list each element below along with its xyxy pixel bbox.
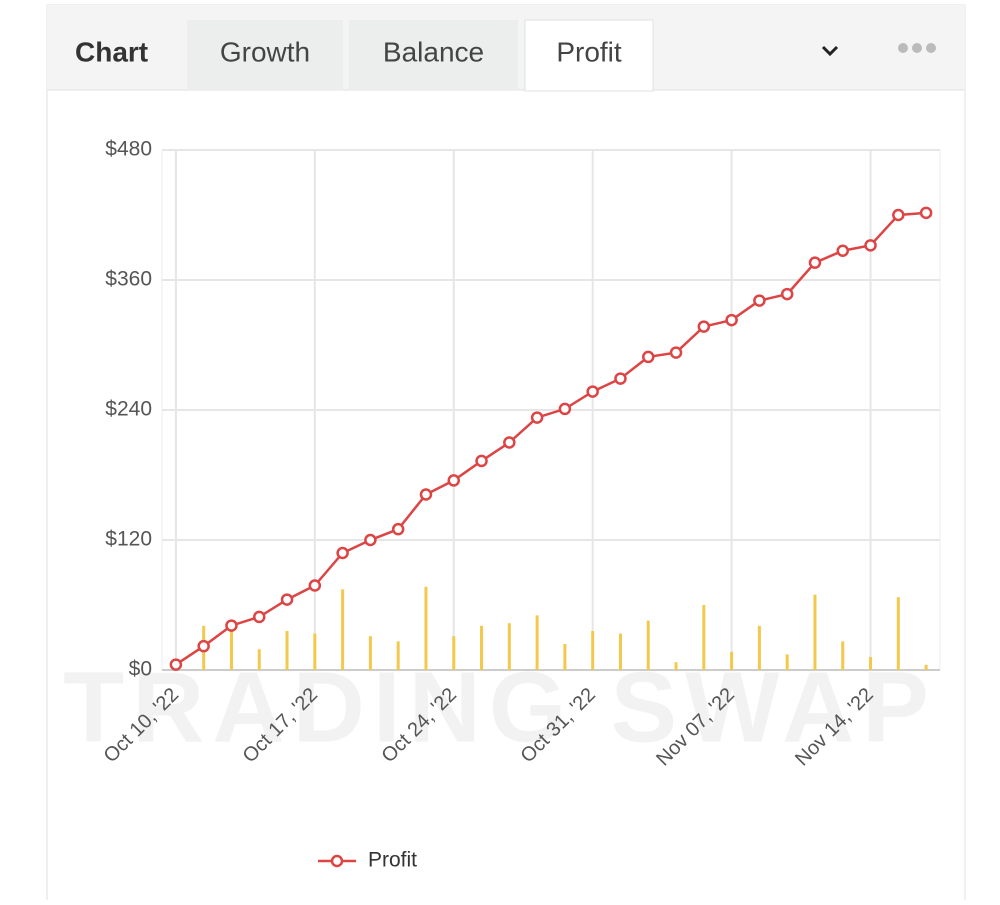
y-tick-label: $240 bbox=[105, 398, 152, 421]
point bbox=[225, 619, 238, 632]
bar bbox=[480, 625, 484, 670]
point bbox=[253, 610, 266, 624]
bar bbox=[257, 649, 261, 670]
bar bbox=[507, 623, 511, 670]
point bbox=[419, 488, 433, 501]
point bbox=[586, 385, 599, 398]
tab-heading: Chart bbox=[75, 36, 148, 67]
panel bbox=[46, 4, 966, 905]
bar bbox=[618, 633, 622, 670]
tab-label[interactable]: Balance bbox=[383, 36, 484, 67]
bar bbox=[424, 586, 428, 670]
bar bbox=[702, 605, 706, 670]
point bbox=[642, 350, 655, 364]
point bbox=[892, 208, 905, 222]
y-tick-label: $120 bbox=[105, 528, 152, 551]
point bbox=[614, 372, 627, 385]
line bbox=[175, 211, 927, 666]
point bbox=[197, 639, 210, 653]
point bbox=[475, 454, 488, 468]
point bbox=[364, 533, 377, 547]
tab-label[interactable]: Profit bbox=[556, 36, 622, 67]
point bbox=[669, 346, 683, 359]
point bbox=[919, 206, 933, 220]
point bbox=[780, 287, 794, 301]
bar bbox=[869, 657, 873, 670]
y-tick-label: $480 bbox=[105, 138, 152, 161]
bar bbox=[341, 589, 345, 670]
y-tick-label: $360 bbox=[105, 268, 152, 291]
bar bbox=[785, 654, 789, 670]
bar bbox=[896, 597, 900, 670]
bar bbox=[368, 636, 372, 670]
bar bbox=[535, 615, 539, 670]
tab[interactable] bbox=[524, 19, 654, 92]
more-icon[interactable] bbox=[898, 43, 936, 53]
tab[interactable] bbox=[349, 20, 518, 90]
bar bbox=[730, 651, 734, 670]
point bbox=[169, 658, 183, 671]
point bbox=[308, 579, 322, 592]
dropdown-icon[interactable] bbox=[821, 45, 839, 57]
bar bbox=[313, 633, 317, 670]
legend-label: Profit bbox=[368, 849, 417, 872]
point bbox=[447, 474, 460, 487]
point bbox=[753, 294, 766, 307]
bar bbox=[285, 631, 289, 670]
point bbox=[808, 256, 822, 269]
bar bbox=[924, 664, 928, 670]
point bbox=[280, 593, 294, 606]
tab-label[interactable]: Growth bbox=[220, 36, 310, 67]
bar bbox=[591, 631, 595, 670]
point bbox=[697, 320, 711, 333]
bar bbox=[674, 662, 678, 670]
point bbox=[864, 239, 877, 252]
point bbox=[558, 402, 572, 416]
bar bbox=[396, 641, 400, 670]
point bbox=[391, 522, 405, 536]
bar bbox=[452, 636, 456, 670]
tab[interactable] bbox=[187, 20, 343, 90]
point bbox=[336, 546, 349, 560]
point bbox=[503, 436, 516, 449]
bar bbox=[229, 631, 233, 670]
bar bbox=[757, 625, 761, 670]
point bbox=[530, 411, 544, 424]
bar bbox=[646, 620, 650, 670]
point bbox=[725, 313, 738, 327]
point bbox=[836, 244, 849, 257]
bar bbox=[841, 641, 845, 670]
y-tick-label: $0 bbox=[129, 658, 152, 681]
bar bbox=[813, 594, 817, 670]
legend-marker bbox=[330, 854, 344, 868]
bar bbox=[563, 644, 567, 670]
